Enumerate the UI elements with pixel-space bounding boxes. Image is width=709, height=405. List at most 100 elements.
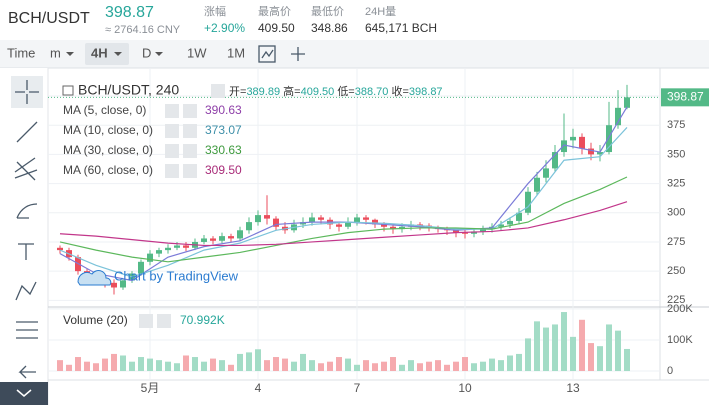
back-tool[interactable] <box>18 365 36 379</box>
toolbar-item[interactable]: Time <box>7 45 35 60</box>
stat-label: 最低价 <box>311 5 344 18</box>
volume-bar <box>336 357 342 371</box>
watermark: Chart by TradingView <box>114 268 239 283</box>
stat-value: +2.90% <box>204 21 245 35</box>
volume-bar <box>282 358 288 371</box>
volume-bar <box>327 361 333 371</box>
volume-bar <box>255 349 261 371</box>
volume-bar <box>597 346 603 371</box>
candle-body <box>147 253 153 262</box>
candle-body <box>156 250 162 254</box>
ma-name: MA (30, close, 0) <box>63 143 153 157</box>
volume-bar <box>246 352 252 371</box>
volume-bar <box>570 336 576 371</box>
ma-name: MA (5, close, 0) <box>63 103 146 117</box>
toolbar-item[interactable]: D <box>142 45 151 60</box>
candle-body <box>615 107 621 126</box>
stat-label: 最高价 <box>258 4 291 18</box>
volume-bar <box>156 360 162 371</box>
candle-body <box>183 245 189 248</box>
ma-value: 330.63 <box>205 143 242 157</box>
collapse-button[interactable] <box>0 382 48 405</box>
candle-body <box>507 220 513 225</box>
toolbar-item[interactable]: 4H <box>91 45 108 60</box>
dropdown-arrow <box>114 52 122 56</box>
candle-body <box>120 280 126 288</box>
ma-value: 373.07 <box>205 123 242 137</box>
volume-bar <box>579 319 585 371</box>
ma-value: 309.50 <box>205 163 242 177</box>
y-tick-label: 225 <box>667 294 685 306</box>
indicator-icon[interactable] <box>291 47 305 61</box>
ohlc-label: 低= <box>337 85 354 98</box>
ma-name: MA (60, close, 0) <box>63 163 153 177</box>
marks <box>48 84 660 371</box>
candle-body <box>363 217 369 220</box>
close-icon <box>183 144 197 158</box>
trendline-tool[interactable] <box>16 121 38 143</box>
close-icon <box>183 164 197 178</box>
volume-bar <box>624 348 630 371</box>
ohlc-legend: 开=389.89 高=409.50 低=388.70 收=398.87 <box>229 84 443 98</box>
text-tool[interactable] <box>18 243 34 260</box>
volume-bar <box>372 363 378 371</box>
volume-bar <box>264 360 270 371</box>
volume-bar <box>93 363 99 371</box>
settings-icon[interactable] <box>211 84 225 98</box>
chart-style-icon[interactable] <box>258 45 276 63</box>
candle-body <box>138 261 144 274</box>
volume-bar <box>84 361 90 371</box>
candle-body <box>237 230 243 239</box>
close-icon[interactable] <box>157 314 171 328</box>
ma-line <box>59 127 628 278</box>
candle-body <box>561 140 567 153</box>
settings-icon <box>165 164 179 178</box>
volume-bar <box>291 361 297 371</box>
x-tick-label: 10 <box>458 381 472 395</box>
y-tick-label: 250 <box>667 265 685 277</box>
crosshair-tool[interactable] <box>15 80 39 104</box>
toolbar-item[interactable]: 1W <box>187 45 207 60</box>
stat-label: 24H量 <box>365 5 396 18</box>
candle-body <box>588 148 594 155</box>
close-icon <box>183 124 197 138</box>
candle-body <box>255 215 261 223</box>
close-icon <box>183 104 197 118</box>
volume-bar <box>498 360 504 371</box>
y-tick-label: 350 <box>667 148 685 160</box>
volume-bar <box>588 343 594 371</box>
volume-bar <box>57 360 63 371</box>
volume-bar <box>75 357 81 371</box>
volume-bar <box>435 360 441 371</box>
volume-bar <box>183 355 189 371</box>
chart-title: BCH/USDT, 240 <box>78 82 179 98</box>
candle-body <box>606 125 612 153</box>
ohlc-value: 388.70 <box>355 86 389 98</box>
ohlc-label: 开= <box>229 86 246 98</box>
candle-body <box>219 236 225 241</box>
collapse-icon[interactable] <box>62 85 74 96</box>
x-tick-label: 4 <box>255 381 262 395</box>
volume-bar <box>147 358 153 371</box>
stat-label: 涨幅 <box>204 5 226 18</box>
candle-body <box>516 212 522 221</box>
volume-bar <box>507 355 513 371</box>
candle-body <box>264 215 270 219</box>
ohlc-label: 收= <box>391 84 408 98</box>
candle-body <box>345 222 351 227</box>
settings-icon[interactable] <box>139 314 153 328</box>
x-tick-label: 13 <box>566 381 580 395</box>
brush-tool[interactable] <box>16 203 38 219</box>
pair: BCH/USDT <box>8 10 90 27</box>
candle-body <box>57 247 63 251</box>
volume-bar <box>354 364 360 371</box>
volume-bar <box>606 324 612 371</box>
fib-tool[interactable] <box>14 157 38 181</box>
toolbar-item[interactable]: 1M <box>227 45 245 60</box>
toolbar-item[interactable]: m <box>50 45 61 60</box>
y-tick-label: 100K <box>667 334 693 346</box>
measure-tool[interactable] <box>16 321 38 339</box>
candle-body <box>552 152 558 169</box>
pattern-tool[interactable] <box>15 281 37 301</box>
volume-bar <box>237 353 243 371</box>
